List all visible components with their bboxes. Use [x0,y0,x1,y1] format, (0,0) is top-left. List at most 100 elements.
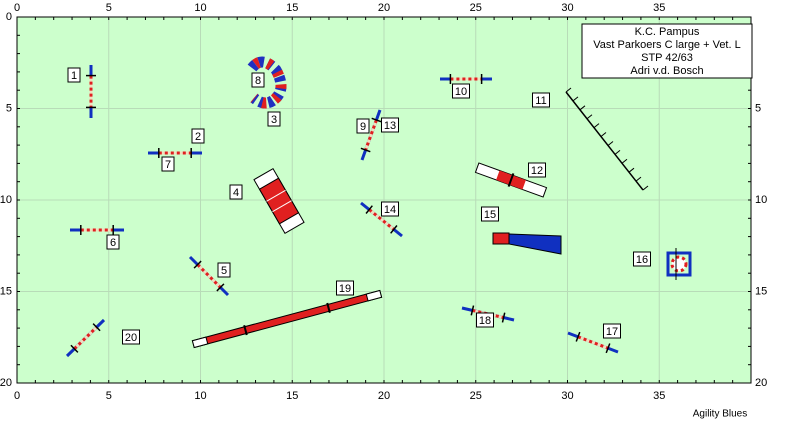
x-axis-label: 15 [286,390,298,402]
number-box [106,234,120,250]
jump-wing [575,331,581,342]
x-axis-label: 25 [470,2,482,14]
obstacle-number: 20 [125,332,137,344]
weave-pole [635,176,642,182]
obstacle-number: 12 [531,165,543,177]
number-box [452,83,470,99]
y-axis-label: 0 [6,11,12,23]
obstacle-number: 1 [71,70,77,82]
number-box [633,251,651,267]
obstacle-number: 13 [384,120,396,132]
weave-pole [642,185,649,191]
jump-wing [193,260,202,269]
judge: Adri v.d. Bosch [630,65,703,77]
number-box [381,201,399,217]
obstacle-number: 19 [339,283,351,295]
y-axis-label: 10 [755,194,767,206]
tyre [666,248,692,280]
seesaw [474,162,548,198]
weave-pole [579,105,586,111]
x-axis-label: 10 [194,390,206,402]
number-box [122,329,140,345]
obstacle-number: 18 [479,315,491,327]
number-box [251,72,265,88]
tunnel-stripe [247,56,287,109]
y-axis-label: 20 [0,377,12,389]
number-box [532,92,550,108]
obstacle-number: 9 [360,121,366,133]
obstacle-number: 3 [271,114,277,126]
a-frame [253,167,305,235]
weave-pole [565,87,572,93]
jump-pole-stripe [73,326,98,350]
x-axis-label: 35 [653,2,665,14]
x-axis-label: 35 [653,390,665,402]
y-axis-label: 10 [0,194,12,206]
obstacle-number: 5 [221,265,227,277]
number-box [267,111,281,127]
club: K.C. Pampus [635,26,700,38]
obstacle-number: 15 [484,209,496,221]
number-box [603,323,621,339]
x-axis-label: 10 [194,2,206,14]
number-box [381,117,399,133]
obstacle-number: 7 [165,159,171,171]
weave-pole [614,149,621,155]
info-box [581,23,753,79]
x-axis-label: 15 [286,2,298,14]
jump-pole-stripe [472,308,504,320]
x-axis-label: 20 [378,2,390,14]
weave-pole [628,167,635,173]
weave-pole [600,132,607,137]
jump-pole-stripe [368,208,395,231]
jump-wing [470,305,475,316]
number-box [356,118,370,134]
obstacle-number: 11 [535,95,546,107]
dog-walk [191,289,383,349]
jump-wing [605,343,611,354]
footer: Agility Blues [693,409,747,420]
y-axis-label: 15 [0,285,12,297]
jump-wing [360,147,371,153]
jump-wing [390,225,398,234]
y-axis-label: 5 [755,102,761,114]
jump-pole-stripe [577,335,609,350]
obstacle-number: 17 [606,326,618,338]
weave-poles [565,91,644,191]
jump-wing [70,344,79,353]
jump-wing [216,283,225,292]
x-axis-label: 30 [561,390,573,402]
number-box [336,280,354,296]
jump-wing [92,323,101,332]
stp: STP 42/63 [641,52,693,64]
obstacle-number: 16 [636,254,648,266]
number-box [229,184,243,200]
y-axis-label: 5 [6,102,12,114]
x-axis-label: 30 [561,2,573,14]
jump-pole-stripe [196,263,222,289]
jump-wing [365,205,373,214]
x-axis-label: 0 [14,390,20,402]
number-box [476,312,494,328]
x-axis-label: 5 [106,2,112,14]
chute-barrel [492,232,510,245]
obstacle-number: 4 [233,187,239,199]
obstacle-number: 2 [195,131,201,143]
jump-wing [501,312,506,323]
weave-pole [621,158,628,164]
obstacle-number: 6 [110,237,116,249]
number-box [191,128,205,144]
number-box [481,206,499,222]
grid [17,17,751,383]
y-axis-label: 15 [755,285,767,297]
number-box [161,156,175,172]
number-box [67,67,81,83]
x-axis-label: 25 [470,390,482,402]
obstacles [65,56,692,358]
weave-pole [572,96,579,102]
number-box [217,262,231,278]
weave-pole [586,114,593,120]
jump-wing [371,117,382,123]
